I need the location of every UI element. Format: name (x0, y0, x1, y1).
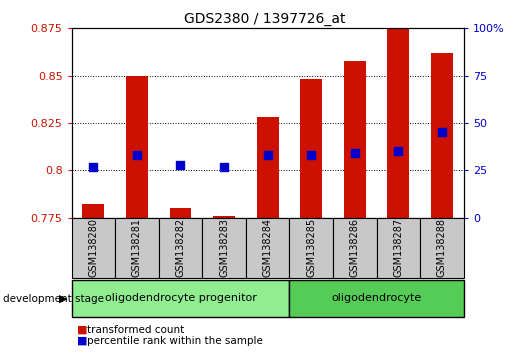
Bar (202, 218, 246, 278)
Point (176, 162, 185, 167)
Bar (301, 79, 322, 218)
Bar (170, 208, 191, 218)
Text: development stage: development stage (3, 294, 104, 304)
Text: GDS2380 / 1397726_at: GDS2380 / 1397726_at (184, 12, 346, 27)
Bar (289, 218, 333, 278)
Bar (257, 117, 279, 218)
Point (307, 152, 315, 158)
Point (89, 164, 98, 170)
Bar (72, 280, 289, 317)
Bar (115, 218, 158, 278)
Point (132, 152, 141, 158)
Text: GSM138282: GSM138282 (175, 218, 186, 278)
Bar (213, 216, 235, 218)
Text: ■: ■ (77, 325, 87, 335)
Bar (333, 218, 377, 278)
Text: oligodendrocyte progenitor: oligodendrocyte progenitor (104, 293, 257, 303)
Bar (431, 53, 453, 218)
Point (263, 152, 272, 158)
Text: transformed count: transformed count (87, 325, 184, 335)
Text: GSM138281: GSM138281 (132, 218, 142, 277)
Text: GSM138284: GSM138284 (263, 218, 272, 277)
Point (438, 130, 446, 135)
Bar (289, 280, 464, 317)
Text: percentile rank within the sample: percentile rank within the sample (87, 336, 263, 346)
Bar (72, 218, 115, 278)
Text: oligodendrocyte: oligodendrocyte (331, 293, 422, 303)
Text: ▶: ▶ (59, 294, 67, 304)
Bar (420, 218, 464, 278)
Point (394, 149, 403, 154)
Text: ■: ■ (77, 336, 87, 346)
Text: GSM138286: GSM138286 (350, 218, 360, 277)
Text: GSM138285: GSM138285 (306, 218, 316, 278)
Text: GSM138288: GSM138288 (437, 218, 447, 277)
Bar (246, 218, 289, 278)
Bar (344, 61, 366, 218)
Point (220, 164, 228, 170)
Bar (387, 28, 409, 218)
Bar (377, 218, 420, 278)
Text: GSM138280: GSM138280 (89, 218, 99, 277)
Text: GSM138287: GSM138287 (393, 218, 403, 278)
Bar (126, 76, 148, 218)
Bar (158, 218, 202, 278)
Text: GSM138283: GSM138283 (219, 218, 229, 277)
Bar (83, 205, 104, 218)
Point (350, 150, 359, 156)
